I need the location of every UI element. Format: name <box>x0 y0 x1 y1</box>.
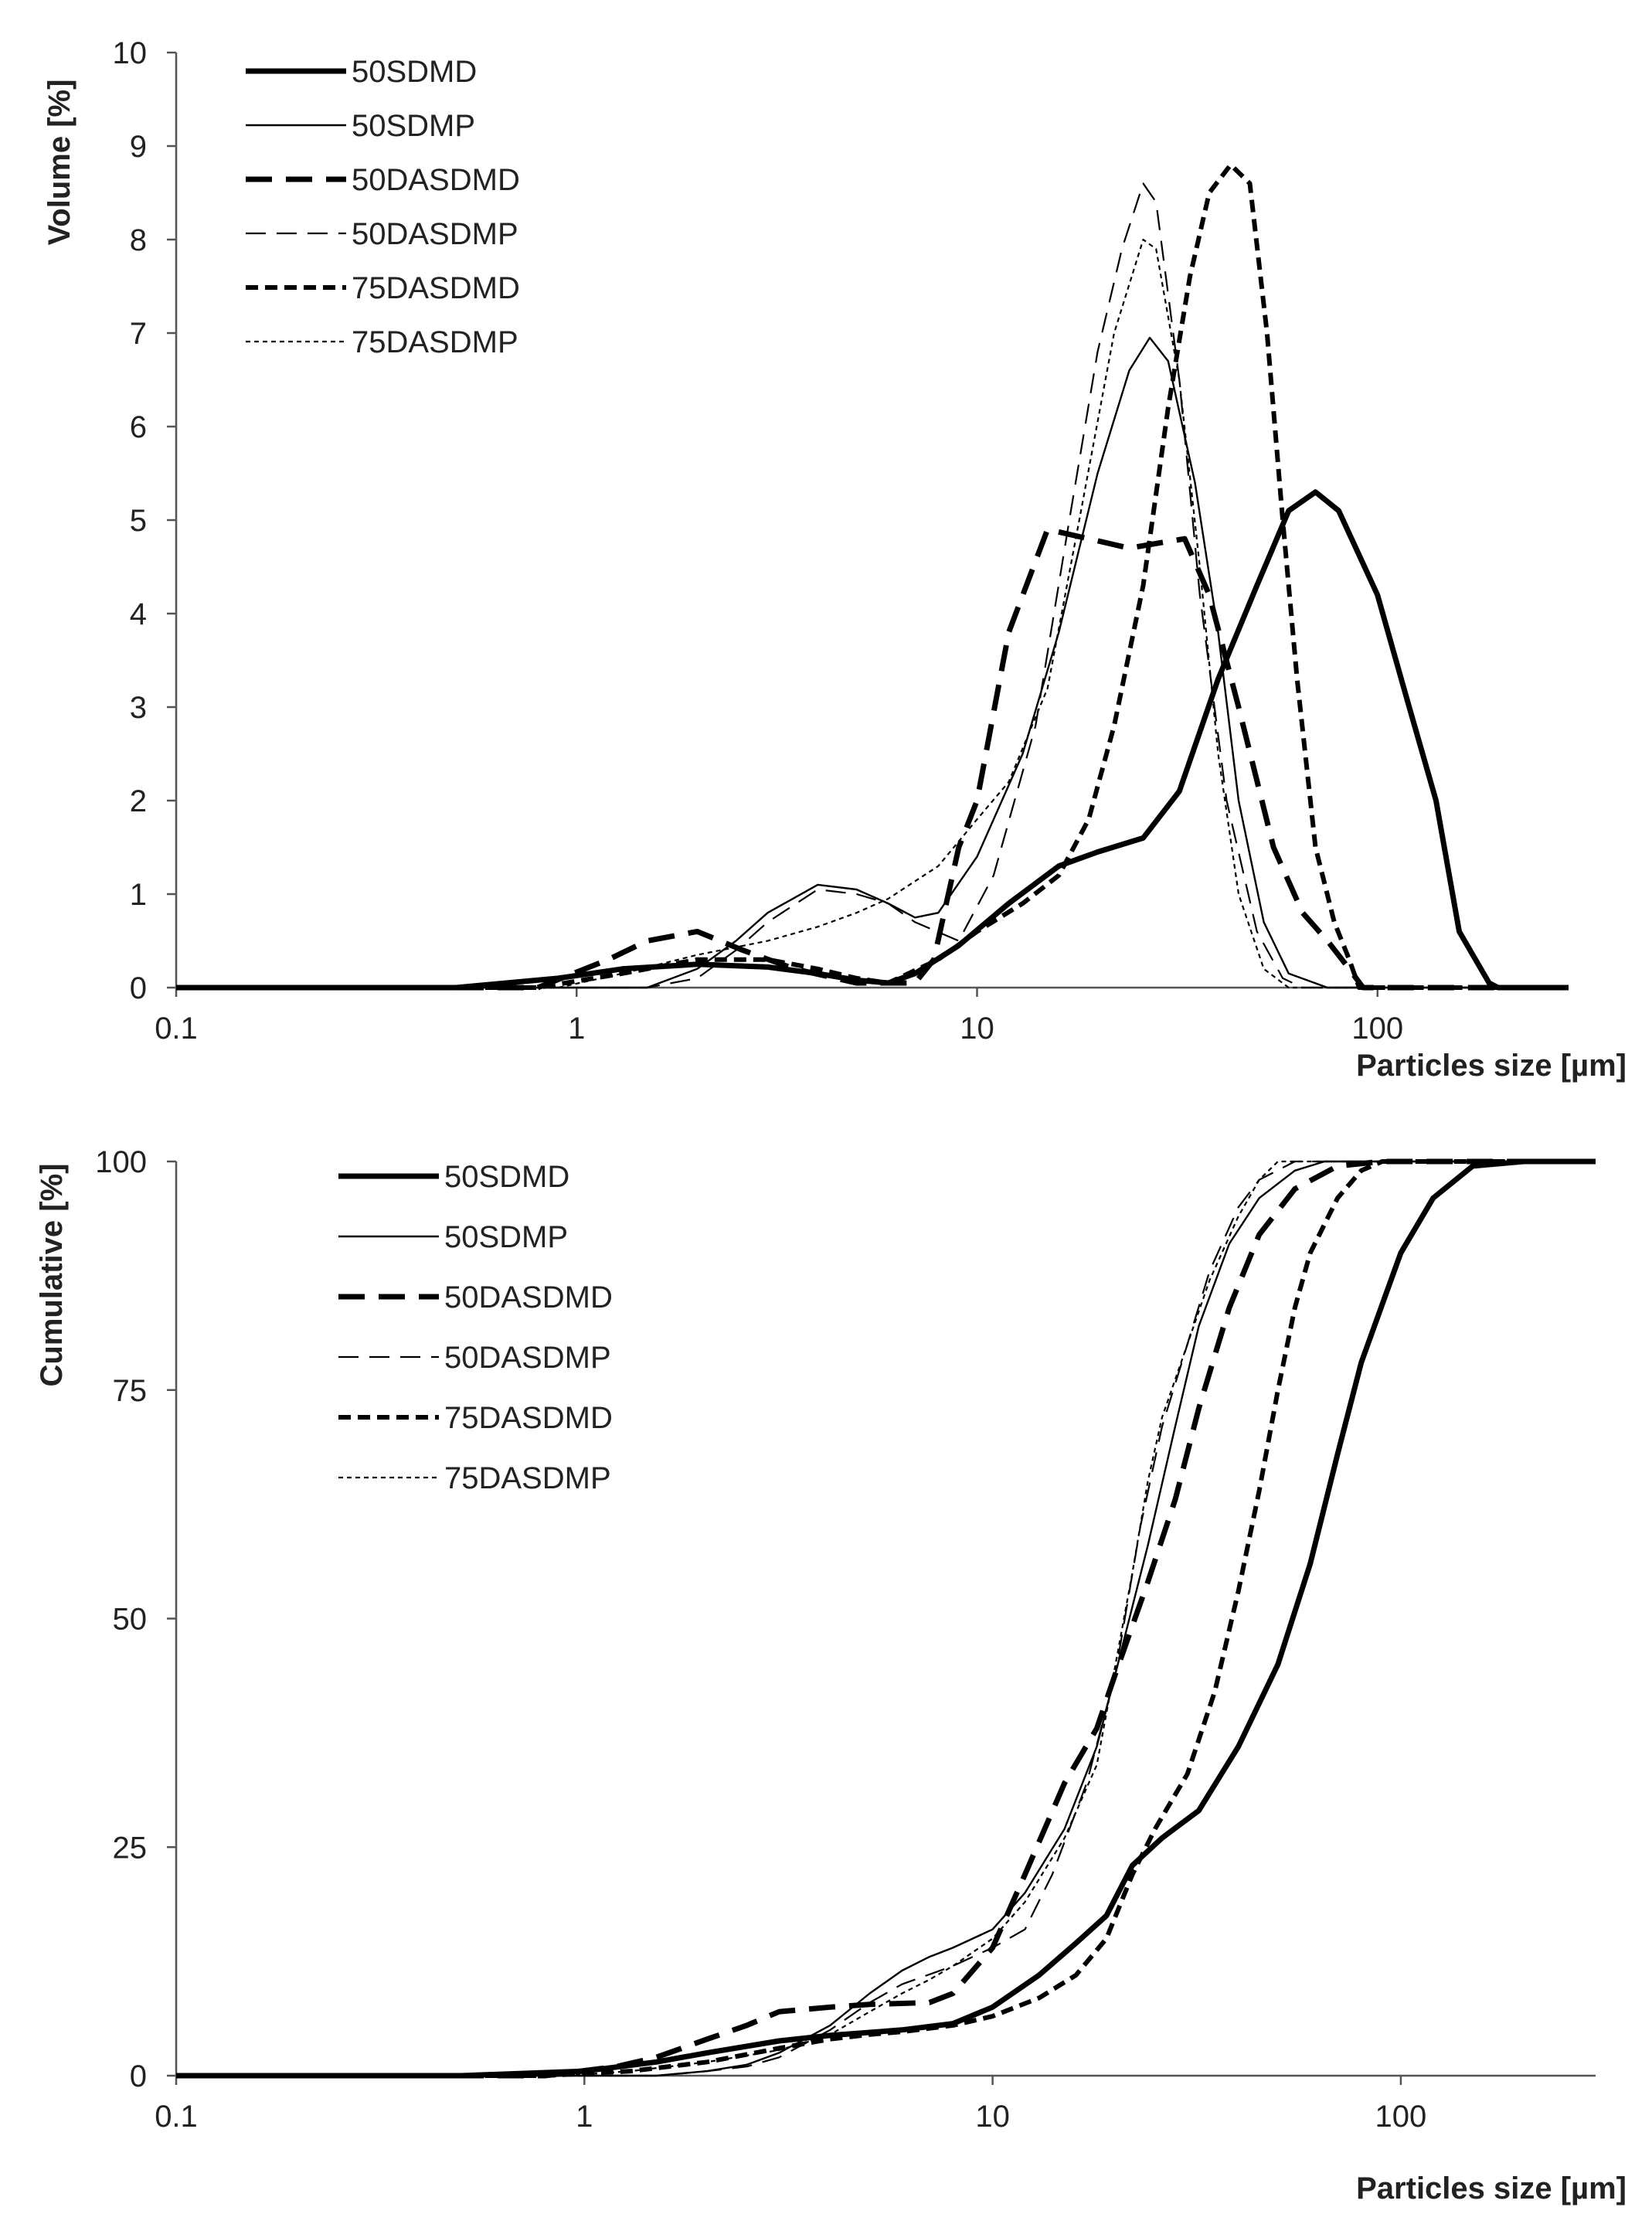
volume-y-tick-label-4: 4 <box>130 597 147 631</box>
cumulative-series-layer <box>176 1158 1596 2079</box>
cumulative-y-tick-label-0: 0 <box>130 2059 147 2093</box>
cumulative-y-tick-label-75: 75 <box>113 1374 148 1408</box>
cumulative-series-50dasdmd <box>176 1158 1596 2079</box>
cumulative-x-axis-title: Particles size [µm] <box>1356 2171 1627 2205</box>
volume-legend-label-50sdmp: 50SDMP <box>352 109 475 143</box>
cumulative-legend-label-75dasdmp: 75DASDMP <box>444 1461 611 1495</box>
cumulative-legend-label-50dasdmp: 50DASDMP <box>444 1341 611 1375</box>
volume-tick-labels: 0 1 2 3 4 5 6 7 8 9 10 0.1 1 10 100 <box>113 36 1404 1046</box>
volume-legend: 50SDMD 50SDMP 50DASDMD 50DASDMP 75DASDMD 75DA… <box>246 55 520 359</box>
volume-series-75dasdmd <box>176 162 1569 990</box>
volume-y-tick-label-2: 2 <box>130 784 147 818</box>
cumulative-legend: 50SDMD 50SDMP 50DASDMD 50DASDMP 75DASDMD 75DA… <box>338 1160 613 1495</box>
volume-x-tick-label-10: 10 <box>960 1012 994 1046</box>
volume-series-50sdmd <box>176 489 1569 991</box>
cumulative-y-tick-label-25: 25 <box>113 1831 148 1865</box>
cumulative-y-tick-label-50: 50 <box>113 1603 148 1637</box>
cumulative-x-tick-label-1: 1 <box>576 2100 593 2134</box>
volume-x-tick-label-1: 1 <box>568 1012 585 1046</box>
cumulative-chart: 0 25 50 75 100 0.1 1 10 100 Cumulative [%] Parti… <box>35 1145 1627 2205</box>
volume-legend-label-50dasdmp: 50DASDMP <box>352 217 518 251</box>
volume-y-tick-label-5: 5 <box>130 504 147 538</box>
volume-series-50dasdmd <box>176 526 1569 991</box>
cumulative-legend-label-50sdmd: 50SDMD <box>444 1160 569 1194</box>
volume-series-50sdmp <box>176 336 1569 989</box>
volume-y-tick-label-6: 6 <box>130 410 147 444</box>
cumulative-series-75dasdmd <box>176 1159 1596 2078</box>
volume-y-tick-label-1: 1 <box>130 878 147 912</box>
cumulative-series-50sdmp <box>176 1160 1596 2077</box>
cumulative-legend-label-50dasdmd: 50DASDMD <box>444 1280 613 1314</box>
cumulative-tick-labels: 0 25 50 75 100 0.1 1 10 100 <box>95 1145 1426 2134</box>
volume-y-tick-label-9: 9 <box>130 130 147 164</box>
volume-legend-label-75dasdmp: 75DASDMP <box>352 325 518 359</box>
cumulative-series-50dasdmp <box>176 1160 1596 2077</box>
volume-legend-label-50dasdmd: 50DASDMD <box>352 163 520 197</box>
volume-legend-label-50sdmd: 50SDMD <box>352 55 477 89</box>
volume-series-layer <box>176 162 1569 991</box>
cumulative-series-50sdmd <box>176 1158 1596 2079</box>
volume-y-tick-label-8: 8 <box>130 223 147 257</box>
cumulative-x-tick-label-10: 10 <box>975 2100 1010 2134</box>
volume-x-tick-label-100: 100 <box>1351 1012 1403 1046</box>
volume-y-tick-label-7: 7 <box>130 317 147 351</box>
volume-x-axis-title: Particles size [µm] <box>1356 1049 1627 1083</box>
volume-series-75dasdmp <box>176 238 1569 989</box>
volume-y-tick-label-10: 10 <box>113 36 148 70</box>
volume-y-tick-label-0: 0 <box>130 971 147 1005</box>
cumulative-x-tick-label-100: 100 <box>1375 2100 1427 2134</box>
cumulative-y-axis-title: Cumulative [%] <box>35 1164 69 1387</box>
volume-y-axis-title: Volume [%] <box>42 80 76 246</box>
cumulative-x-tick-label-0-1: 0.1 <box>155 2100 198 2134</box>
volume-series-50dasdmp <box>176 182 1569 989</box>
volume-legend-label-75dasdmd: 75DASDMD <box>352 271 520 305</box>
volume-y-tick-label-3: 3 <box>130 691 147 725</box>
cumulative-y-tick-label-100: 100 <box>95 1145 147 1179</box>
volume-chart: 0 1 2 3 4 5 6 7 8 9 10 0.1 1 10 100 Volume [%] Particl… <box>42 36 1627 1083</box>
cumulative-legend-label-75dasdmd: 75DASDMD <box>444 1401 613 1435</box>
cumulative-legend-label-50sdmp: 50SDMP <box>444 1220 568 1254</box>
volume-x-tick-label-0-1: 0.1 <box>155 1012 198 1046</box>
